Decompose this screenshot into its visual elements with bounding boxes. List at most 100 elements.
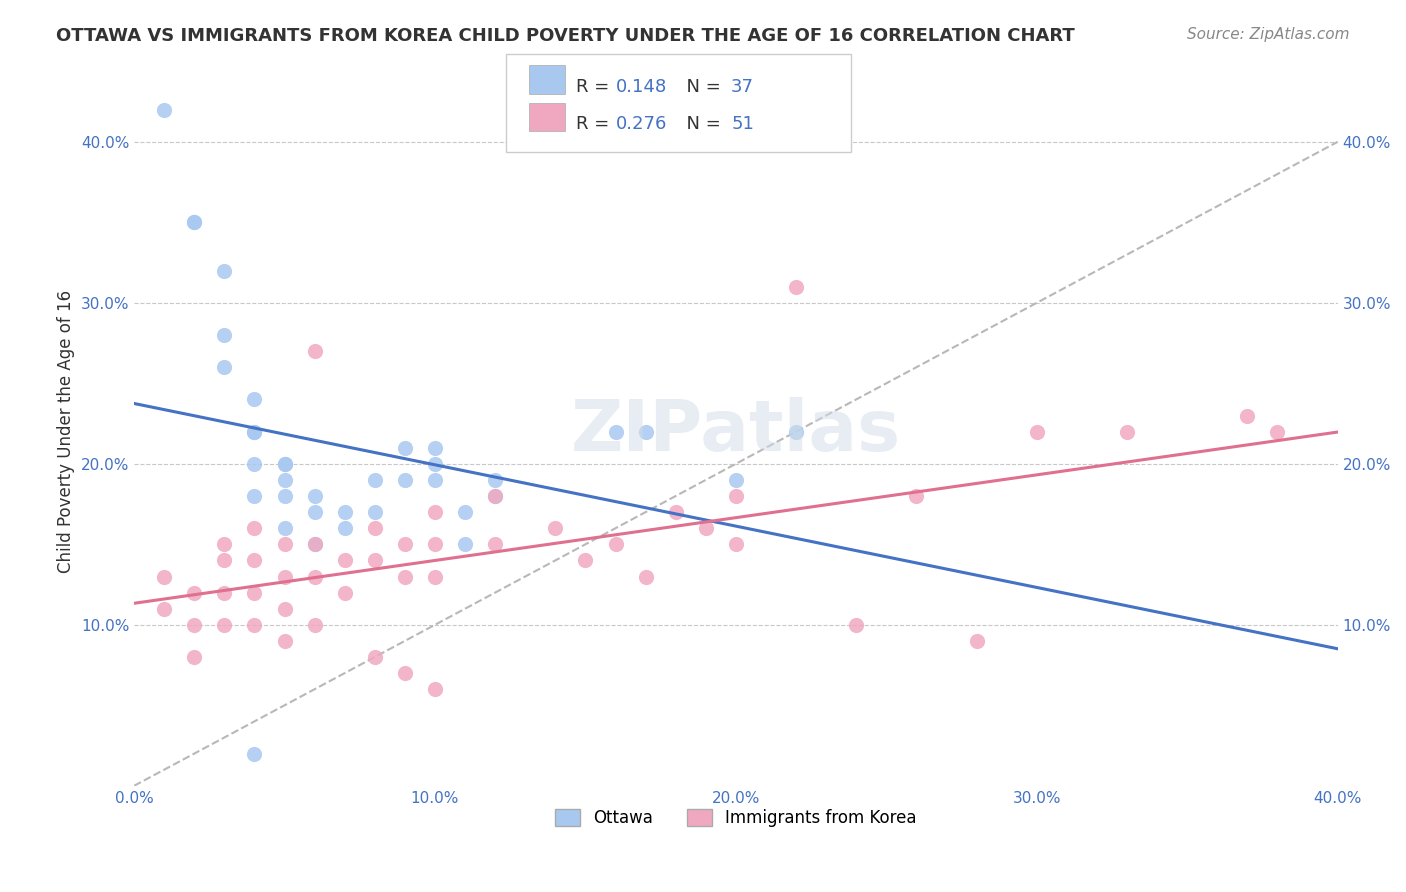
Point (423, 682, 446, 697)
Point (183, 215, 205, 229)
Point (605, 537, 627, 551)
Point (484, 489, 506, 503)
Point (364, 473, 387, 487)
Point (273, 521, 295, 535)
Point (394, 473, 416, 487)
Point (785, 425, 807, 439)
Point (394, 537, 416, 551)
Point (243, 489, 266, 503)
Point (423, 441, 446, 455)
Point (1236, 409, 1258, 423)
Point (394, 569, 416, 583)
Point (423, 505, 446, 519)
Point (273, 537, 295, 551)
Point (423, 569, 446, 583)
Point (273, 473, 295, 487)
Point (574, 553, 596, 567)
Text: N =: N = (675, 78, 727, 95)
Point (214, 328, 236, 343)
Point (153, 569, 176, 583)
Y-axis label: Child Poverty Under the Age of 16: Child Poverty Under the Age of 16 (58, 290, 75, 574)
Point (243, 457, 266, 471)
Point (273, 601, 295, 615)
Point (214, 617, 236, 632)
Point (724, 489, 747, 503)
Point (273, 569, 295, 583)
Point (1267, 425, 1289, 439)
Point (484, 473, 506, 487)
Text: Source: ZipAtlas.com: Source: ZipAtlas.com (1187, 27, 1350, 42)
Point (454, 505, 477, 519)
Text: 0.276: 0.276 (616, 115, 668, 133)
Point (394, 666, 416, 681)
Point (304, 617, 326, 632)
Point (605, 425, 627, 439)
Point (454, 537, 477, 551)
Point (243, 553, 266, 567)
Point (695, 521, 717, 535)
Point (153, 103, 176, 117)
Point (214, 585, 236, 599)
Point (394, 441, 416, 455)
Text: N =: N = (675, 115, 727, 133)
Point (273, 457, 295, 471)
Point (183, 585, 205, 599)
Point (1025, 425, 1047, 439)
Text: R =: R = (576, 78, 616, 95)
Point (214, 360, 236, 375)
Point (243, 617, 266, 632)
Point (304, 569, 326, 583)
Point (243, 392, 266, 407)
Point (634, 425, 657, 439)
Point (333, 521, 356, 535)
Text: ZIPatlas: ZIPatlas (571, 397, 901, 467)
Point (1116, 425, 1139, 439)
Point (333, 585, 356, 599)
Text: 0.148: 0.148 (616, 78, 666, 95)
Point (544, 521, 567, 535)
Point (304, 537, 326, 551)
Point (304, 505, 326, 519)
Point (423, 457, 446, 471)
Point (243, 585, 266, 599)
Point (243, 425, 266, 439)
Text: R =: R = (576, 115, 616, 133)
Point (634, 569, 657, 583)
Point (484, 489, 506, 503)
Point (183, 650, 205, 665)
Point (785, 279, 807, 293)
Point (364, 650, 387, 665)
Point (273, 457, 295, 471)
Point (364, 521, 387, 535)
Legend: Ottawa, Immigrants from Korea: Ottawa, Immigrants from Korea (548, 803, 924, 834)
Point (304, 344, 326, 359)
Point (484, 537, 506, 551)
Point (183, 215, 205, 229)
Point (243, 747, 266, 761)
Point (423, 537, 446, 551)
Point (183, 617, 205, 632)
Text: 51: 51 (731, 115, 754, 133)
Point (214, 263, 236, 277)
Point (153, 601, 176, 615)
Point (214, 553, 236, 567)
Text: OTTAWA VS IMMIGRANTS FROM KOREA CHILD POVERTY UNDER THE AGE OF 16 CORRELATION CH: OTTAWA VS IMMIGRANTS FROM KOREA CHILD PO… (56, 27, 1076, 45)
Point (333, 505, 356, 519)
Point (423, 473, 446, 487)
Point (845, 617, 868, 632)
Point (243, 425, 266, 439)
Point (273, 633, 295, 648)
Point (364, 505, 387, 519)
Point (905, 489, 928, 503)
Point (243, 521, 266, 535)
Text: 37: 37 (731, 78, 754, 95)
Point (273, 489, 295, 503)
Point (724, 537, 747, 551)
Point (966, 633, 988, 648)
Point (214, 537, 236, 551)
Point (304, 537, 326, 551)
Point (304, 489, 326, 503)
Point (665, 505, 688, 519)
Point (724, 473, 747, 487)
Point (364, 553, 387, 567)
